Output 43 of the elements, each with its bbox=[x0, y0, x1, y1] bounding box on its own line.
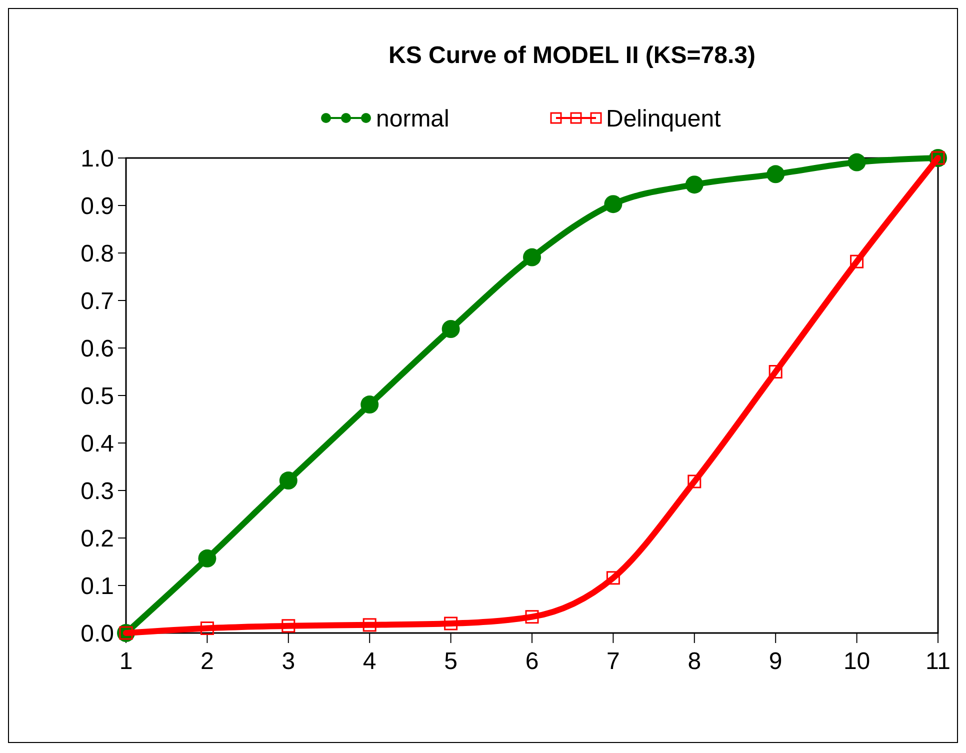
point bbox=[525, 610, 539, 624]
x-tick-label: 7 bbox=[606, 648, 620, 675]
y-tick-label: 0.0 bbox=[80, 620, 114, 648]
x-tick-label: 5 bbox=[444, 648, 458, 675]
x-tick-label: 8 bbox=[688, 648, 702, 675]
point bbox=[200, 622, 214, 635]
y-tick-label: 0.7 bbox=[80, 288, 114, 315]
legend-label: normal bbox=[376, 105, 450, 132]
x-tick-label: 3 bbox=[282, 648, 296, 675]
point bbox=[850, 254, 864, 268]
y-tick-label: 0.9 bbox=[80, 192, 114, 220]
point bbox=[604, 195, 622, 214]
x-tick-label: 6 bbox=[525, 648, 539, 675]
point bbox=[848, 153, 866, 172]
y-tick-label: 0.2 bbox=[80, 525, 114, 552]
y-tick-label: 0.8 bbox=[80, 240, 114, 268]
y-tick-label: 0.6 bbox=[80, 335, 114, 362]
x-tick-label: 10 bbox=[843, 648, 870, 675]
point bbox=[444, 616, 458, 630]
y-tick-label: 0.3 bbox=[80, 478, 114, 505]
x-tick-label: 9 bbox=[768, 648, 782, 675]
legend-label: Delinquent bbox=[606, 105, 722, 132]
point bbox=[362, 618, 376, 632]
x-tick-label: 11 bbox=[926, 648, 950, 675]
point bbox=[766, 165, 785, 184]
y-tick-label: 1.0 bbox=[80, 145, 114, 172]
point bbox=[685, 176, 704, 194]
point bbox=[688, 474, 702, 488]
x-tick-label: 4 bbox=[362, 648, 376, 675]
point bbox=[360, 396, 379, 414]
point bbox=[768, 365, 782, 378]
point bbox=[198, 549, 216, 568]
point bbox=[523, 248, 541, 266]
point bbox=[282, 619, 296, 633]
point bbox=[279, 472, 298, 490]
x-tick-label: 2 bbox=[200, 648, 214, 675]
point bbox=[606, 571, 620, 585]
chart-title: KS Curve of MODEL II (KS=78.3) bbox=[388, 42, 756, 69]
point bbox=[442, 320, 460, 338]
y-tick-label: 0.4 bbox=[80, 430, 114, 458]
x-tick-label: 1 bbox=[119, 648, 133, 675]
y-tick-label: 0.1 bbox=[80, 572, 114, 600]
y-tick-label: 0.5 bbox=[80, 382, 114, 410]
